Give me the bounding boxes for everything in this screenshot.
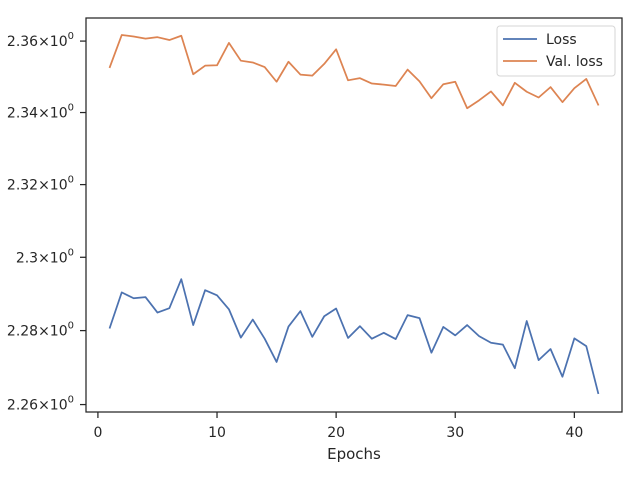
legend: Loss Val. loss xyxy=(496,25,616,77)
legend-label-val-loss: Val. loss xyxy=(546,54,603,70)
x-axis-ticks: 0 10 20 30 40 xyxy=(93,412,583,441)
x-tick-label: 20 xyxy=(327,425,345,441)
y-tick-label: 2.34×100 xyxy=(7,103,74,122)
x-tick-label: 30 xyxy=(446,425,464,441)
y-tick-label: 2.32×100 xyxy=(7,175,74,194)
y-tick-label: 2.36×100 xyxy=(7,31,74,50)
x-tick-label: 0 xyxy=(93,425,102,441)
y-tick-label: 2.28×100 xyxy=(7,321,74,340)
y-axis-ticks: 2.26×100 2.28×100 2.3×100 2.32×100 2.34×100 2… xyxy=(7,31,86,414)
y-tick-label: 2.3×100 xyxy=(16,247,74,266)
series-line-1 xyxy=(108,34,600,110)
x-axis-label: Epochs xyxy=(327,445,381,463)
plot-frame xyxy=(85,17,623,413)
x-tick-label: 40 xyxy=(565,425,583,441)
series-line-0 xyxy=(108,278,600,395)
y-tick-label: 2.26×100 xyxy=(7,395,74,414)
series-layer xyxy=(108,34,600,395)
x-tick-label: 10 xyxy=(208,425,226,441)
legend-label-loss: Loss xyxy=(546,32,577,48)
